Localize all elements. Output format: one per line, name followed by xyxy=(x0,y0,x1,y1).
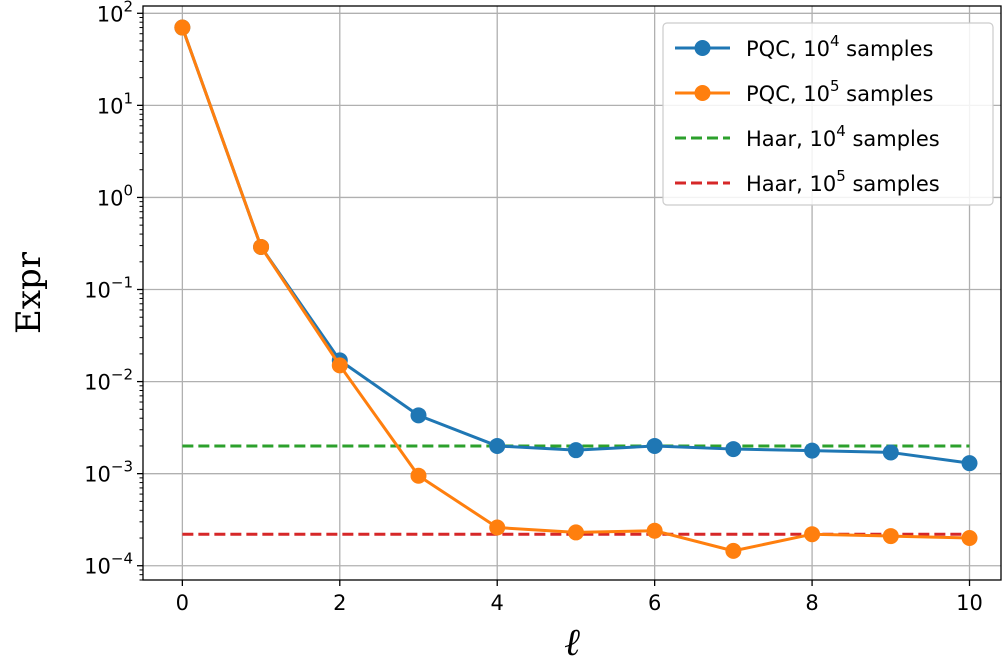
series-point xyxy=(489,437,506,454)
y-tick-label: 10−4 xyxy=(84,550,133,579)
y-tick-label: 101 xyxy=(97,89,133,118)
x-tick-label: 6 xyxy=(648,591,661,615)
plot-series xyxy=(174,19,978,559)
series-point xyxy=(331,357,348,374)
y-tick-label: 100 xyxy=(97,181,133,210)
series-point xyxy=(961,530,978,547)
legend-marker xyxy=(694,85,711,101)
series-point xyxy=(804,526,821,543)
legend-marker xyxy=(694,40,711,56)
series-point xyxy=(882,444,899,461)
series-point xyxy=(646,437,663,454)
y-tick-label: 10−2 xyxy=(84,366,133,395)
x-tick-label: 2 xyxy=(333,591,346,615)
series-point xyxy=(882,528,899,545)
series-point xyxy=(567,524,584,541)
x-tick-label: 10 xyxy=(956,591,983,615)
legend-label: Haar, 104 samples xyxy=(746,122,940,151)
y-tick-label: 102 xyxy=(97,0,133,26)
plot-frame xyxy=(142,5,1002,581)
series-point xyxy=(804,442,821,459)
legend-label: PQC, 104 samples xyxy=(746,32,933,61)
series-point xyxy=(725,441,742,458)
series-point xyxy=(174,19,191,36)
series-point xyxy=(253,238,270,255)
legend-box xyxy=(662,22,994,206)
y-tick-label: 10−1 xyxy=(84,274,133,303)
legend: PQC, 104 samples PQC, 105 samples Haar, 10… xyxy=(662,22,994,206)
series-point xyxy=(410,467,427,484)
series-point xyxy=(646,522,663,539)
series-point xyxy=(410,407,427,424)
x-tick-label: 0 xyxy=(176,591,189,615)
legend-label: Haar, 105 samples xyxy=(746,167,940,196)
x-tick-label: 4 xyxy=(491,591,504,615)
y-axis-label: Expr xyxy=(9,251,49,334)
y-tick-label: 10−3 xyxy=(84,458,133,487)
series-point xyxy=(725,542,742,559)
legend-label: PQC, 105 samples xyxy=(746,77,933,106)
x-axis-label: ℓ xyxy=(564,620,580,662)
series-point xyxy=(961,455,978,472)
x-tick-label: 8 xyxy=(805,591,818,615)
series-point xyxy=(489,519,506,536)
series-point xyxy=(567,442,584,459)
axis-ticks: 0 2 4 6 8 10 10−4 10−3 10−2 10−1 100 101 102 xyxy=(84,0,983,615)
